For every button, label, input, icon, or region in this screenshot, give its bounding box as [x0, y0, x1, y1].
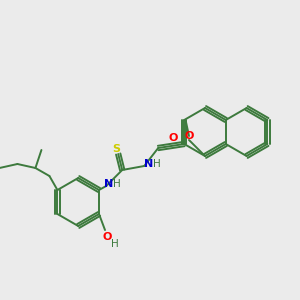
Text: O: O — [169, 133, 178, 143]
Text: O: O — [102, 232, 112, 242]
Text: H: H — [113, 179, 121, 189]
Text: H: H — [111, 239, 119, 249]
Text: S: S — [112, 144, 120, 154]
Text: H: H — [153, 159, 161, 169]
Text: N: N — [144, 159, 153, 169]
Text: O: O — [184, 131, 194, 141]
Text: N: N — [103, 179, 113, 189]
